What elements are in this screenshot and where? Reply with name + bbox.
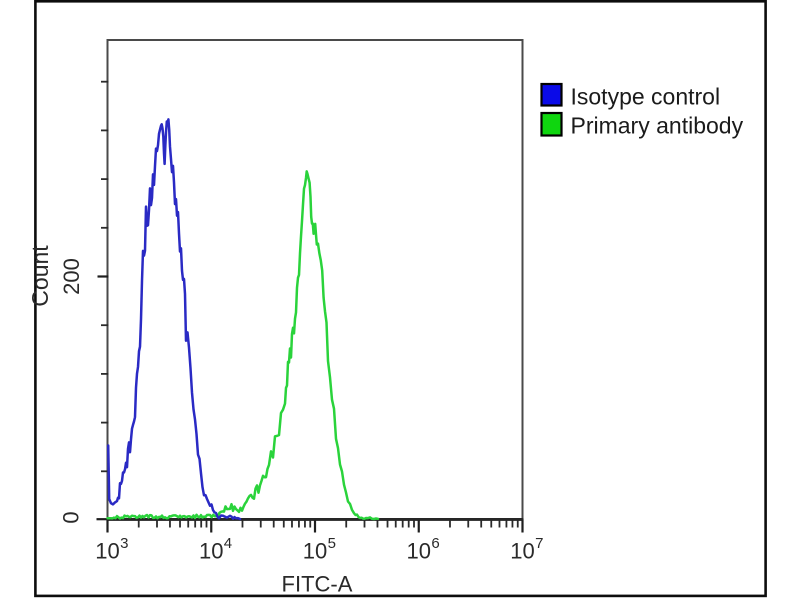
svg-text:5: 5	[328, 535, 336, 552]
svg-text:Isotype control: Isotype control	[571, 84, 721, 110]
svg-text:3: 3	[120, 535, 128, 552]
svg-text:7: 7	[535, 535, 543, 552]
svg-text:10: 10	[199, 539, 223, 564]
svg-text:0: 0	[59, 511, 84, 523]
svg-text:10: 10	[303, 539, 327, 564]
svg-text:Primary antibody: Primary antibody	[571, 113, 744, 139]
svg-text:10: 10	[95, 539, 119, 564]
svg-text:10: 10	[510, 539, 534, 564]
svg-text:200: 200	[59, 258, 84, 295]
svg-text:Count: Count	[27, 245, 53, 307]
svg-text:4: 4	[224, 535, 232, 552]
svg-text:6: 6	[431, 535, 439, 552]
svg-text:FITC-A: FITC-A	[282, 572, 353, 597]
svg-text:10: 10	[407, 539, 431, 564]
